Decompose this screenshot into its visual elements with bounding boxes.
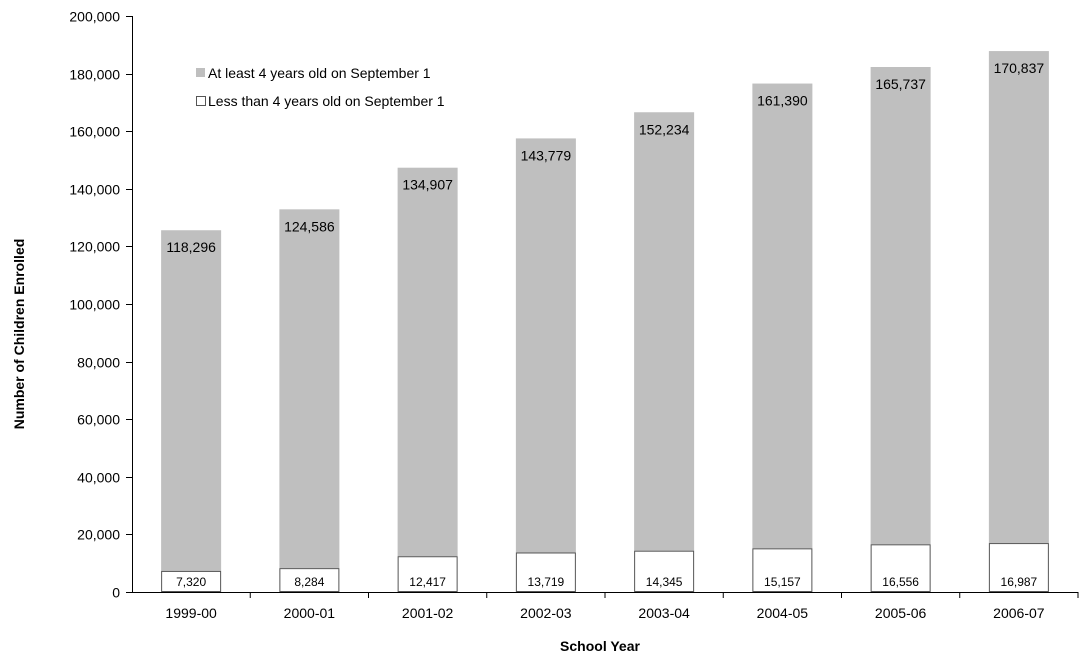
bar-lower [279, 568, 340, 593]
y-tick-label: 0 [112, 585, 120, 601]
legend-label-upper: At least 4 years old on September 1 [208, 65, 431, 81]
y-tick-label: 160,000 [69, 124, 120, 140]
x-tick-label: 2003-04 [638, 605, 690, 621]
bars-layer [161, 51, 1049, 593]
data-label-upper: 170,837 [994, 60, 1045, 76]
axes-layer: 1999-00 2000-01 2001-02 2002-03 2003-04 2004-… [69, 9, 1079, 621]
x-tick-label: 2004-05 [757, 605, 809, 621]
y-tick-label: 20,000 [77, 527, 120, 543]
bar-upper [752, 83, 813, 549]
bar-upper [161, 230, 222, 571]
data-label-lower: 16,556 [882, 575, 919, 589]
bar-lower [515, 552, 576, 592]
bar-upper [397, 167, 458, 557]
legend-label-lower: Less than 4 years old on September 1 [208, 93, 445, 109]
y-tick-label: 120,000 [69, 239, 120, 255]
y-tick-label: 180,000 [69, 67, 120, 83]
data-label-lower: 13,719 [528, 575, 565, 589]
data-label-lower: 8,284 [294, 575, 324, 589]
bar-lower [634, 550, 695, 592]
y-tick-label: 140,000 [69, 182, 120, 198]
x-axis-title: School Year [560, 638, 640, 654]
bar-upper [870, 66, 931, 545]
data-label-upper: 134,907 [402, 177, 453, 193]
bar-lower [752, 548, 813, 592]
bar-upper [988, 51, 1049, 544]
y-tick-label: 200,000 [69, 9, 120, 25]
x-tick-label: 2005-06 [875, 605, 927, 621]
y-tick-label: 40,000 [77, 470, 120, 486]
bar-lower [161, 570, 222, 592]
data-label-upper: 124,586 [284, 218, 335, 234]
bar-upper [515, 138, 576, 553]
data-label-lower: 14,345 [646, 575, 683, 589]
legend: At least 4 years old on September 1 Less… [196, 65, 445, 109]
labels-layer: 118,296 7,320 124,586 8,284 134,907 12,417 143… [166, 60, 1044, 589]
bar-lower [988, 543, 1049, 593]
data-label-lower: 7,320 [176, 575, 206, 589]
data-label-upper: 118,296 [166, 239, 216, 255]
bar-upper [279, 209, 340, 569]
data-label-upper: 161,390 [757, 93, 808, 109]
bar-upper [634, 112, 695, 551]
y-axis-title: Number of Children Enrolled [11, 239, 27, 430]
y-tick-label: 80,000 [77, 355, 120, 371]
x-tick-label: 2002-03 [520, 605, 572, 621]
x-tick-label: 2001-02 [402, 605, 454, 621]
x-tick-label: 1999-00 [165, 605, 217, 621]
data-label-upper: 143,779 [521, 147, 572, 163]
x-tick-label: 2006-07 [993, 605, 1045, 621]
data-label-upper: 152,234 [639, 121, 690, 137]
data-label-lower: 12,417 [409, 575, 446, 589]
legend-swatch-upper [196, 68, 205, 77]
y-tick-label: 100,000 [69, 297, 120, 313]
y-tick-label: 60,000 [77, 412, 120, 428]
legend-swatch-lower [196, 96, 206, 106]
data-label-lower: 15,157 [764, 575, 801, 589]
x-tick-label: 2000-01 [284, 605, 336, 621]
bar-lower [870, 544, 931, 593]
data-label-lower: 16,987 [1001, 575, 1038, 589]
data-label-upper: 165,737 [875, 76, 926, 92]
bar-lower [397, 556, 458, 592]
